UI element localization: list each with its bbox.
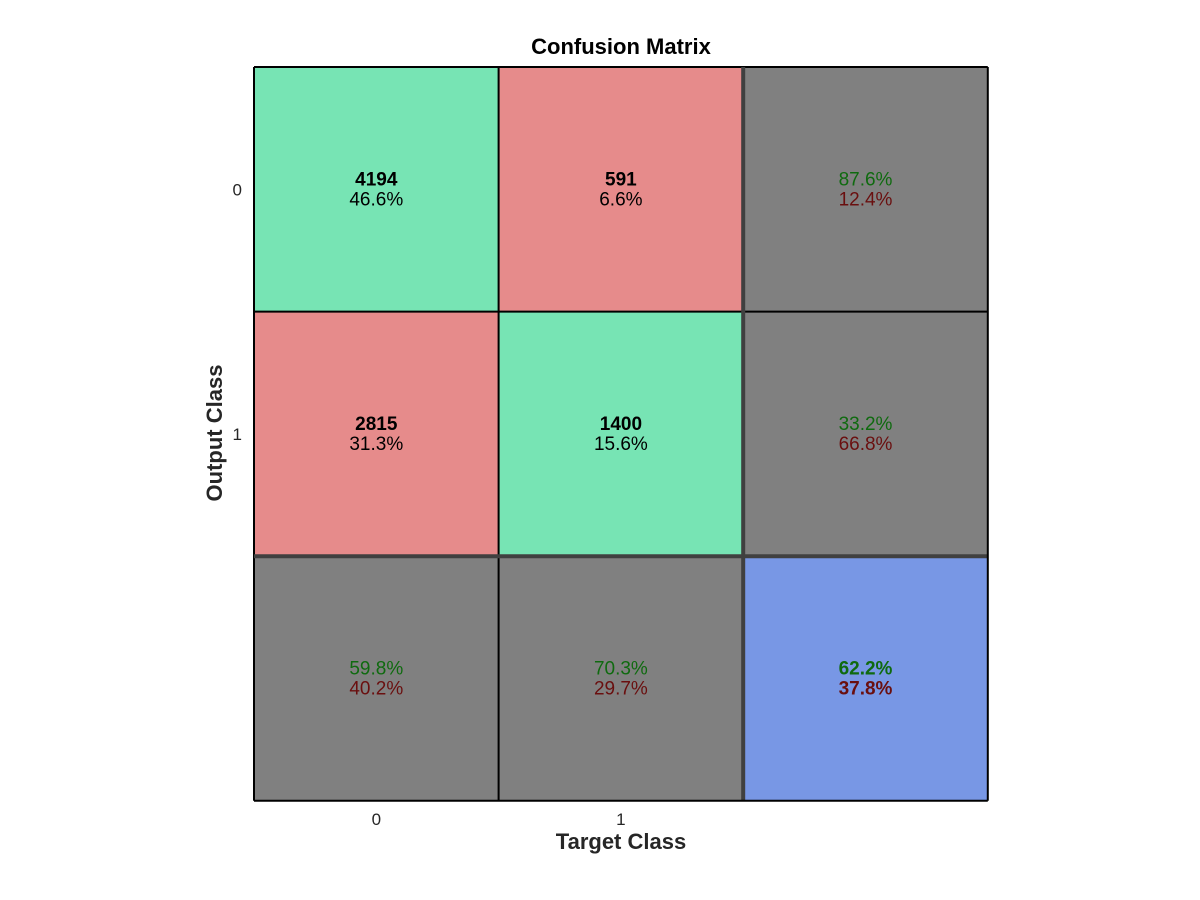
cell-0-1-percent: 6.6% — [599, 189, 642, 210]
cell-0-0 — [254, 67, 499, 312]
cell-1-1-count: 1400 — [600, 414, 642, 435]
cell-1-1-percent: 15.6% — [594, 434, 648, 455]
column-summary-1-incorrect: 29.7% — [594, 679, 648, 700]
column-summary-0 — [254, 556, 499, 801]
y-tick-label: 0 — [233, 180, 242, 199]
column-summary-0-correct: 59.8% — [349, 659, 403, 680]
row-summary-0 — [743, 67, 988, 312]
row-summary-1-incorrect: 66.8% — [839, 434, 893, 455]
cell-1-0-percent: 31.3% — [349, 434, 403, 455]
row-summary-1 — [743, 311, 988, 557]
cell-0-0-percent: 46.6% — [349, 189, 403, 210]
cell-1-0 — [254, 311, 499, 557]
cell-1-0-count: 2815 — [355, 414, 398, 435]
x-axis-label: Target Class — [556, 829, 686, 854]
column-summary-1 — [498, 556, 744, 801]
cell-0-1 — [498, 67, 744, 312]
y-tick-label: 1 — [233, 425, 242, 444]
row-summary-0-correct: 87.6% — [839, 169, 893, 190]
cell-1-1 — [498, 311, 744, 557]
tick-labels: 0 1 0 1 — [233, 180, 626, 829]
y-axis-label: Output Class — [202, 365, 227, 502]
row-summary-1-correct: 33.2% — [839, 414, 893, 435]
overall-summary-incorrect: 37.8% — [839, 679, 893, 700]
column-summary-1-correct: 70.3% — [594, 659, 648, 680]
chart-title: Confusion Matrix — [531, 34, 711, 59]
cell-0-1-count: 591 — [605, 169, 637, 190]
x-tick-label: 0 — [372, 810, 381, 829]
matrix-grid — [253, 66, 989, 802]
row-summary-0-incorrect: 12.4% — [839, 189, 893, 210]
cell-0-0-count: 4194 — [355, 169, 398, 190]
x-tick-label: 1 — [616, 810, 625, 829]
column-summary-0-incorrect: 40.2% — [349, 679, 403, 700]
overall-summary — [743, 556, 988, 801]
overall-summary-correct: 62.2% — [839, 659, 893, 680]
